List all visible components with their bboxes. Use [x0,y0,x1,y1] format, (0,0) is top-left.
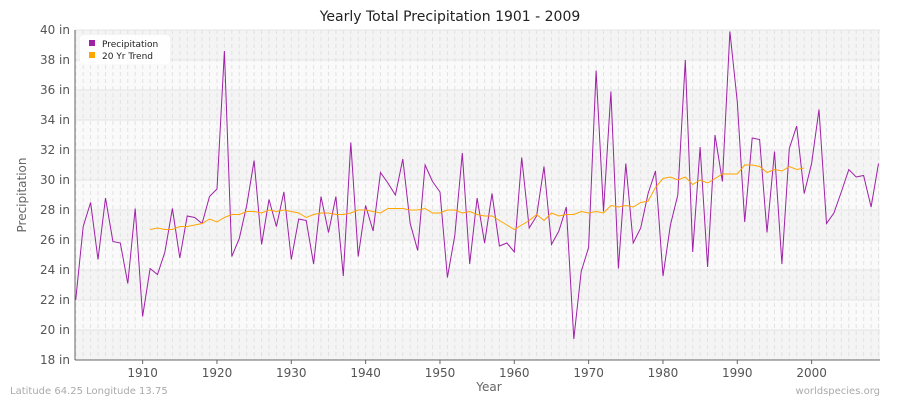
legend-swatch-precipitation [89,40,95,46]
y-tick-label: 36 in [40,83,70,97]
x-tick-label: 1960 [499,366,530,380]
x-tick-label: 1950 [425,366,456,380]
y-tick-label: 22 in [40,293,70,307]
y-tick-label: 38 in [40,53,70,67]
y-tick-label: 30 in [40,173,70,187]
trend-line [150,164,805,231]
y-axis-label: Precipitation [15,157,29,232]
legend-label-trend: 20 Yr Trend [102,52,153,62]
footer-location: Latitude 64.25 Longitude 13.75 [10,386,168,397]
x-axis-label: Year [475,380,501,394]
footer-source: worldspecies.org [796,386,880,397]
y-tick-label: 18 in [40,353,70,367]
legend-label-precipitation: Precipitation [102,40,158,50]
x-tick-label: 1930 [276,366,307,380]
x-tick-label: 1970 [573,366,604,380]
chart-title: Yearly Total Precipitation 1901 - 2009 [319,9,581,25]
x-tick-label: 1940 [350,366,381,380]
y-tick-label: 40 in [40,23,70,37]
y-tick-label: 34 in [40,113,70,127]
x-tick-label: 1990 [722,366,753,380]
x-tick-label: 1910 [127,366,158,380]
y-tick-label: 28 in [40,203,70,217]
y-tick-label: 20 in [40,323,70,337]
x-tick-label: 1980 [648,366,679,380]
x-tick-label: 1920 [202,366,233,380]
legend-swatch-trend [89,52,95,58]
y-tick-label: 26 in [40,233,70,247]
x-tick-label: 2000 [796,366,827,380]
y-tick-label: 24 in [40,263,70,277]
precipitation-line [75,31,879,340]
y-tick-label: 32 in [40,143,70,157]
legend: Precipitation 20 Yr Trend [80,35,170,64]
